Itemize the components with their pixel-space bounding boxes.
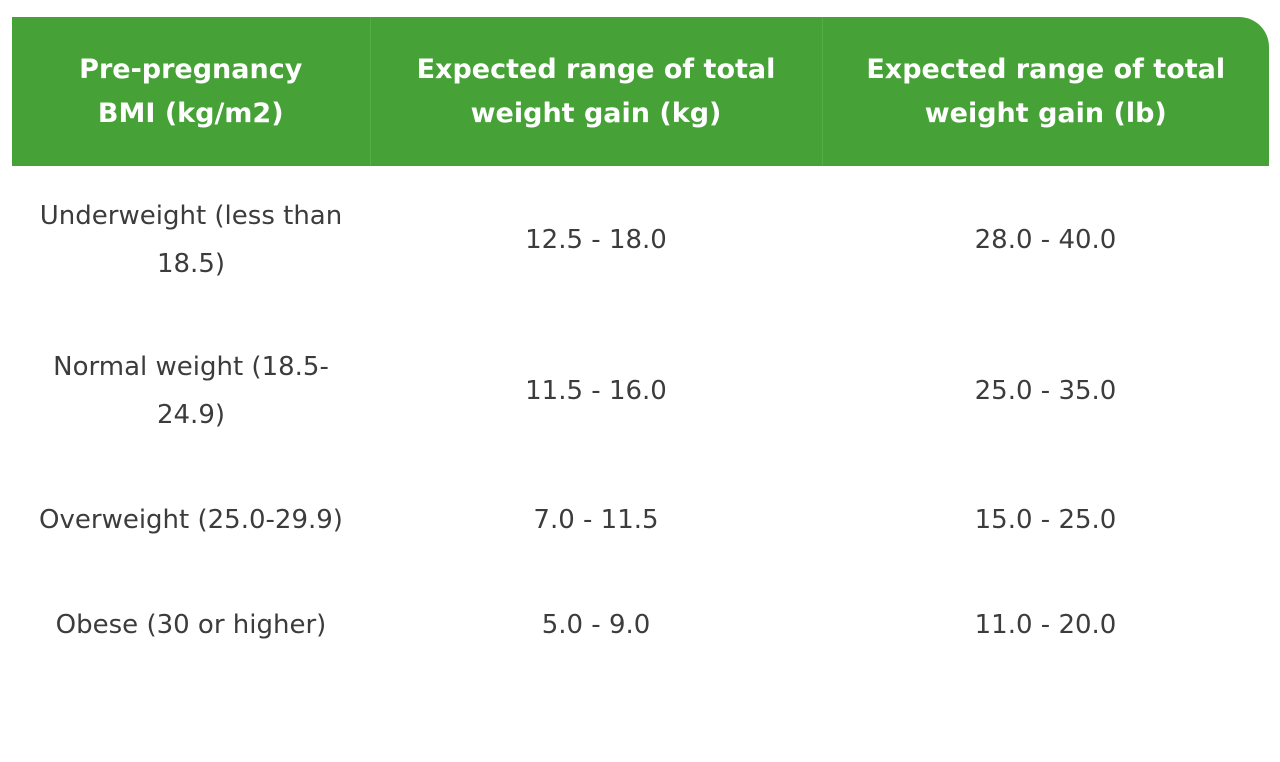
- cell-gain-lb: 25.0 - 35.0: [974, 376, 1117, 406]
- cell-gain-kg: 5.0 - 9.0: [541, 610, 651, 640]
- cell-gain-lb: 11.0 - 20.0: [974, 610, 1117, 640]
- weight-gain-table-container: Pre-pregnancy BMI (kg/m2) Expected range…: [12, 17, 1269, 678]
- table-row: Underweight (less than 18.5) 12.5 - 18.0…: [12, 166, 1269, 314]
- table-row: Normal weight (18.5-24.9) 11.5 - 16.0 25…: [12, 314, 1269, 468]
- table-row: Overweight (25.0-29.9) 7.0 - 11.5 15.0 -…: [12, 468, 1269, 572]
- cell-gain-kg: 7.0 - 11.5: [533, 505, 659, 535]
- header-gain-kg: Expected range of total weight gain (kg): [369, 17, 822, 166]
- cell-bmi-category: Underweight (less than 18.5): [39, 201, 343, 279]
- cell-bmi-category: Normal weight (18.5-24.9): [53, 352, 329, 430]
- cell-gain-kg: 12.5 - 18.0: [525, 225, 667, 255]
- cell-bmi-category: Overweight (25.0-29.9): [39, 505, 343, 535]
- table-row: Obese (30 or higher) 5.0 - 9.0 11.0 - 20…: [12, 572, 1269, 678]
- cell-gain-lb: 15.0 - 25.0: [974, 505, 1117, 535]
- header-row: Pre-pregnancy BMI (kg/m2) Expected range…: [12, 17, 1269, 166]
- cell-gain-kg: 11.5 - 16.0: [525, 376, 667, 406]
- cell-gain-lb: 28.0 - 40.0: [974, 225, 1117, 255]
- table-body: Underweight (less than 18.5) 12.5 - 18.0…: [12, 166, 1269, 678]
- header-bmi: Pre-pregnancy BMI (kg/m2): [12, 17, 370, 166]
- cell-bmi-category: Obese (30 or higher): [55, 610, 327, 640]
- header-gain-lb: Expected range of total weight gain (lb): [821, 17, 1269, 166]
- weight-gain-table: Pre-pregnancy BMI (kg/m2) Expected range…: [12, 17, 1269, 678]
- table-header: Pre-pregnancy BMI (kg/m2) Expected range…: [12, 17, 1269, 166]
